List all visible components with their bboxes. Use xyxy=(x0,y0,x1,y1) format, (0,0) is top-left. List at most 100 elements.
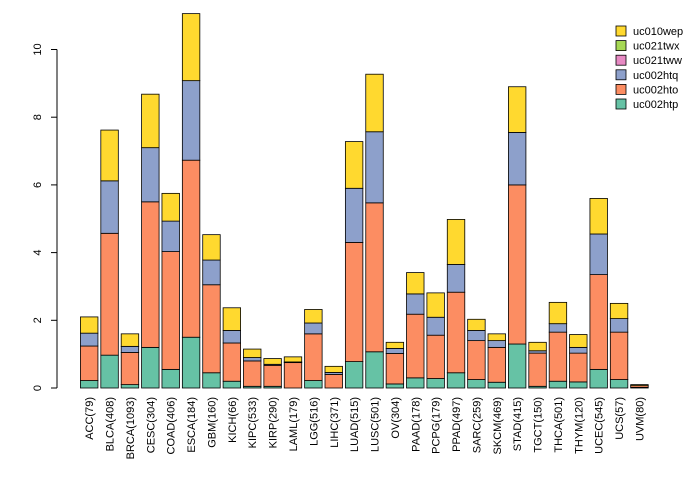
bar-segment-uc002htq xyxy=(385,347,405,354)
bar-segment-uc010wep xyxy=(344,141,364,189)
x-tick-label: ACC(79) xyxy=(84,397,96,440)
bar-segment-uc002htp xyxy=(365,351,384,389)
bar-stack xyxy=(446,219,466,389)
bar-segment-uc002htp xyxy=(406,377,425,389)
bar-segment-uc002htq xyxy=(202,259,221,286)
bar-segment-uc010wep xyxy=(548,301,568,325)
x-tick-label: CESC(304) xyxy=(145,397,157,453)
x-tick-label: COAD(406) xyxy=(166,397,178,454)
bar-segment-uc002hto xyxy=(426,334,445,379)
legend-swatch xyxy=(615,40,627,51)
bar-segment-uc002hto xyxy=(467,340,486,380)
x-tick-label: BLCA(408) xyxy=(105,397,117,451)
bar-stack xyxy=(243,348,262,389)
bar-segment-uc002htq xyxy=(406,293,425,315)
bar-segment-uc002htq xyxy=(569,346,588,354)
x-tick-label: PPAD(497) xyxy=(451,397,463,452)
legend-label: uc021tww xyxy=(633,55,682,67)
bar-segment-uc002hto xyxy=(406,313,425,379)
bar-stack xyxy=(385,341,405,389)
y-tick-label: 0 xyxy=(32,385,44,391)
x-tick-label: PCPG(179) xyxy=(431,397,443,454)
bar-segment-uc002hto xyxy=(344,242,364,362)
bar-segment-uc002htq xyxy=(181,80,201,161)
bar-stack xyxy=(589,198,608,389)
bar-segment-uc002hto xyxy=(120,352,140,386)
bar-segment-uc002htq xyxy=(548,323,568,333)
bar-segment-uc002htq xyxy=(446,264,466,293)
bar-segment-uc002htp xyxy=(446,372,466,389)
legend-label: uc002htp xyxy=(633,99,678,111)
x-tick-label: LUSC(501) xyxy=(370,397,382,452)
legend-swatch xyxy=(615,69,627,81)
bar-segment-uc002htq xyxy=(304,322,323,335)
x-tick-label: KIRP(290) xyxy=(268,397,280,448)
bar-stack xyxy=(508,86,527,389)
bar-segment-uc002htp xyxy=(304,380,323,389)
bar-segment-uc010wep xyxy=(263,358,282,365)
legend-swatch xyxy=(615,54,627,66)
bar-stack xyxy=(467,318,486,389)
y-tick-label: 8 xyxy=(32,114,44,120)
bar-stack xyxy=(487,333,506,389)
y-tick-label: 4 xyxy=(32,250,44,256)
bar-segment-uc002htq xyxy=(243,357,262,362)
bar-stack xyxy=(283,356,303,389)
bar-segment-uc002hto xyxy=(487,346,506,383)
bar-segment-uc010wep xyxy=(528,341,547,352)
x-tick-label: UCEC(545) xyxy=(594,397,606,454)
bar-stack xyxy=(181,13,201,389)
bar-segment-uc010wep xyxy=(80,316,99,334)
bar-segment-uc002htp xyxy=(222,380,242,389)
bar-segment-uc002hto xyxy=(609,331,629,380)
bar-segment-uc002htp xyxy=(181,336,201,389)
bar-segment-uc010wep xyxy=(426,292,445,318)
bar-segment-uc010wep xyxy=(467,318,486,331)
bar-segment-uc002hto xyxy=(202,284,221,374)
bar-stack xyxy=(426,292,445,389)
bar-segment-uc010wep xyxy=(141,93,160,149)
bar-stack xyxy=(569,334,588,389)
bar-segment-uc002htq xyxy=(508,132,527,186)
bar-segment-uc002hto xyxy=(569,352,588,383)
bar-segment-uc002hto xyxy=(304,333,323,381)
legend-label: uc010wep xyxy=(633,26,683,38)
x-tick-label: LUAD(515) xyxy=(349,397,361,452)
x-tick-label: LAML(179) xyxy=(288,397,300,451)
bar-segment-uc002hto xyxy=(181,159,201,338)
bar-segment-uc002htp xyxy=(344,361,364,389)
bar-segment-uc010wep xyxy=(161,192,180,222)
bar-segment-uc002htp xyxy=(609,379,629,389)
bar-segment-uc002htq xyxy=(80,332,99,347)
bar-segment-uc010wep xyxy=(385,341,405,349)
bar-segment-uc002hto xyxy=(80,345,99,381)
bar-stack xyxy=(630,384,649,389)
bar-segment-uc002hto xyxy=(365,202,384,353)
bar-segment-uc002hto xyxy=(161,251,180,370)
bar-segment-uc002htq xyxy=(365,131,384,204)
bar-segment-uc002htq xyxy=(141,147,160,203)
bar-segment-uc002htp xyxy=(141,346,160,389)
legend-swatch xyxy=(615,98,627,110)
x-tick-label: ESCA(184) xyxy=(186,397,198,453)
bars-layer xyxy=(80,13,649,389)
x-tick-label: TGCT(150) xyxy=(533,397,545,453)
bar-segment-uc010wep xyxy=(304,309,323,324)
bar-segment-uc002htp xyxy=(589,368,608,389)
bar-segment-uc002htp xyxy=(487,381,506,389)
bar-stack xyxy=(202,234,221,389)
bar-segment-uc010wep xyxy=(487,333,506,342)
x-tick-label: UVM(80) xyxy=(634,397,646,441)
bar-stack xyxy=(100,129,119,389)
bar-segment-uc010wep xyxy=(446,219,466,265)
bar-segment-uc010wep xyxy=(120,333,140,347)
bar-segment-uc002htp xyxy=(548,380,568,389)
bar-segment-uc002hto xyxy=(385,353,405,385)
x-tick-label: KIPC(533) xyxy=(247,397,259,448)
x-tick-labels: ACC(79) BLCA(408) BRCA(1093) CESC(304) COAD(… xyxy=(84,397,646,459)
bar-segment-uc002hto xyxy=(508,184,527,345)
x-tick-label: SKCM(469) xyxy=(492,397,504,454)
bar-segment-uc002htq xyxy=(426,316,445,336)
bar-segment-uc002htp xyxy=(120,384,140,389)
